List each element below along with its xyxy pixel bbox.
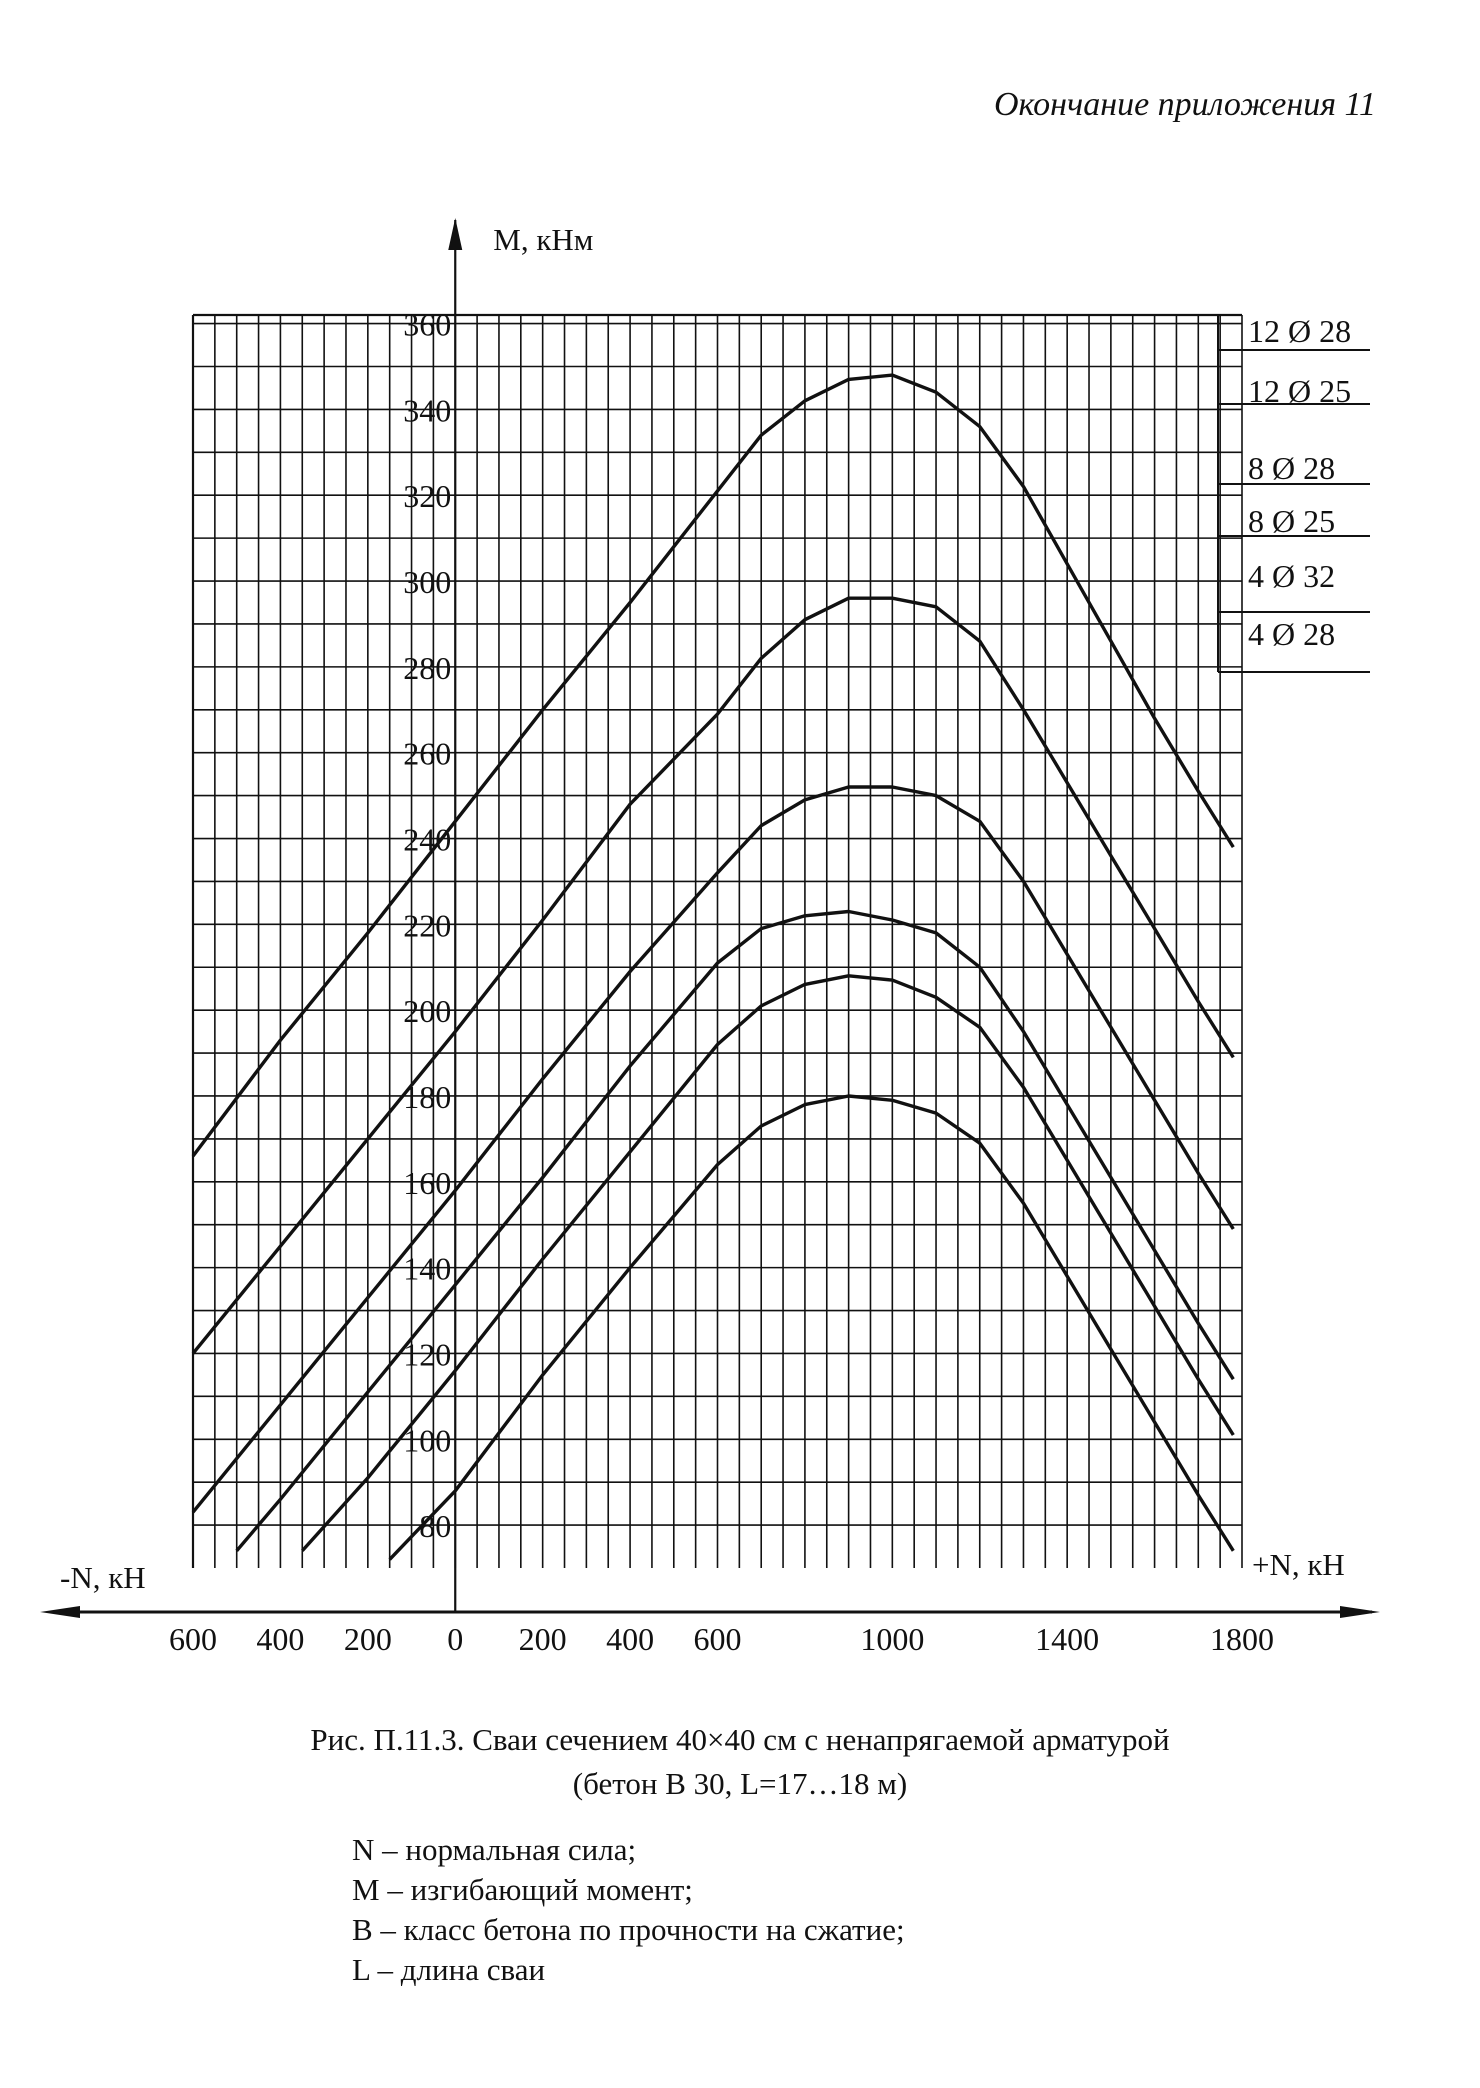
figure-caption-detail: (бетон В 30, L=17…18 м) bbox=[572, 1766, 908, 1801]
series-line-2 bbox=[191, 596, 1235, 1355]
x-tick-label: 1000 bbox=[860, 1621, 924, 1657]
y-tick-label: 100 bbox=[403, 1422, 451, 1458]
y-tick-label: 200 bbox=[403, 993, 451, 1029]
series-line-1 bbox=[191, 373, 1235, 1158]
series-label: 4 Ø 32 bbox=[1248, 558, 1335, 594]
series-line-3 bbox=[191, 785, 1235, 1514]
series-line-6 bbox=[388, 1094, 1235, 1561]
x-tick-label: 1800 bbox=[1210, 1621, 1274, 1657]
page-header: Окончание приложения 11 bbox=[993, 86, 1376, 123]
y-tick-label: 120 bbox=[403, 1336, 451, 1372]
series-label: 8 Ø 28 bbox=[1248, 450, 1335, 486]
chart-grid bbox=[191, 313, 1243, 1568]
series-label: 8 Ø 25 bbox=[1248, 503, 1335, 539]
y-axis-title: M, кНм bbox=[493, 222, 593, 257]
series-line-4 bbox=[235, 909, 1235, 1552]
chart-labels: M, кНм -N, кН +N, кН 80 100 120 140 160 180 200 22… bbox=[60, 222, 1370, 1657]
legend-item-l: L – длина сваи bbox=[352, 1952, 546, 1987]
x-tick-label: 600 bbox=[694, 1621, 742, 1657]
y-tick-label: 320 bbox=[403, 478, 451, 514]
x-tick-label: 0 bbox=[447, 1621, 463, 1657]
y-tick-label: 220 bbox=[403, 907, 451, 943]
moment-force-chart: M, кНм -N, кН +N, кН 80 100 120 140 160 180 200 22… bbox=[40, 218, 1380, 1657]
series-line-5 bbox=[301, 974, 1235, 1552]
y-tick-label: 340 bbox=[403, 392, 451, 428]
y-tick-label: 300 bbox=[403, 564, 451, 600]
x-tick-label: 1400 bbox=[1035, 1621, 1099, 1657]
y-tick-label: 280 bbox=[403, 650, 451, 686]
series-label: 12 Ø 28 bbox=[1248, 313, 1351, 349]
x-axis-title-positive: +N, кН bbox=[1252, 1547, 1345, 1582]
y-tick-label: 360 bbox=[403, 307, 451, 343]
y-tick-label: 140 bbox=[403, 1251, 451, 1287]
legend-item-b: B – класс бетона по прочности на сжатие; bbox=[352, 1912, 905, 1947]
chart-curves bbox=[191, 373, 1235, 1561]
y-axis-arrow bbox=[448, 218, 463, 250]
y-tick-label: 80 bbox=[419, 1508, 451, 1544]
y-tick-label: 180 bbox=[403, 1079, 451, 1115]
x-tick-label: 400 bbox=[256, 1621, 304, 1657]
y-tick-label: 160 bbox=[403, 1165, 451, 1201]
x-tick-label: 200 bbox=[344, 1621, 392, 1657]
x-tick-label: 600 bbox=[169, 1621, 217, 1657]
x-axis-title-negative: -N, кН bbox=[60, 1560, 146, 1595]
series-label: 4 Ø 28 bbox=[1248, 616, 1335, 652]
y-tick-label: 240 bbox=[403, 822, 451, 858]
notation-legend: N – нормальная сила; M – изгибающий моме… bbox=[352, 1830, 905, 1990]
legend-item-n: N – нормальная сила; bbox=[352, 1832, 637, 1867]
chart-axes bbox=[40, 218, 1380, 1618]
x-tick-label: 200 bbox=[519, 1621, 567, 1657]
x-axis-arrow-left bbox=[40, 1606, 80, 1618]
legend-item-m: M – изгибающий момент; bbox=[352, 1872, 693, 1907]
figure-caption: Рис. П.11.3. Сваи сечением 40×40 см с не… bbox=[310, 1722, 1170, 1757]
y-tick-label: 260 bbox=[403, 736, 451, 772]
x-axis-arrow-right bbox=[1340, 1606, 1380, 1618]
x-tick-label: 400 bbox=[606, 1621, 654, 1657]
